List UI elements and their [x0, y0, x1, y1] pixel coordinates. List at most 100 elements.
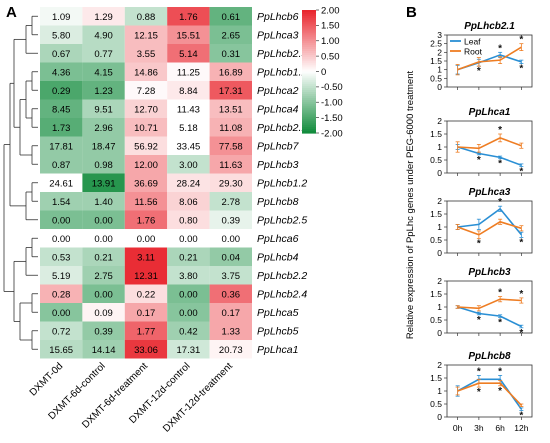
- heatmap-cell: [167, 136, 210, 155]
- y-tick-label: 0: [437, 412, 442, 422]
- color-scale-tick-label: -1.00: [321, 98, 343, 109]
- color-scale-step: [302, 85, 316, 89]
- heatmap-cell-value: 77.58: [219, 141, 243, 152]
- heatmap-cell-value: 0.39: [94, 326, 113, 337]
- heatmap-cell-value: 17.31: [177, 345, 201, 356]
- heatmap-cell: [124, 173, 168, 192]
- heatmap-gene-label: PpLhcb6: [257, 11, 299, 23]
- color-scale-step: [302, 87, 316, 91]
- panel-a-letter: A: [6, 4, 17, 21]
- x-tick-label: 3h: [474, 423, 484, 433]
- heatmap-cell-value: 0.39: [222, 215, 241, 226]
- color-scale: 2.00 1.50 1.00 0.50 0 -0.50 -1.00 -1.50 -2.00: [302, 5, 343, 139]
- heatmap-cell-value: 0.67: [52, 49, 71, 60]
- y-tick-label: 2: [437, 47, 442, 57]
- color-scale-step: [302, 38, 316, 42]
- heatmap-cell-value: 29.30: [219, 178, 243, 189]
- heatmap-cell-value: 0.00: [94, 289, 113, 300]
- color-scale-step: [302, 55, 316, 58]
- significance-mark: *: [477, 66, 481, 77]
- heatmap-gene-label: PpLhca1: [257, 344, 298, 356]
- heatmap-cell-value: 11.25: [177, 67, 200, 78]
- heatmap-cell: [209, 25, 252, 44]
- y-tick-label: 1.5: [430, 209, 442, 219]
- line-charts-panel: PpLhcb2.100.511.522.53****PpLhca100.511.…: [405, 21, 533, 433]
- heatmap-cell-value: 3.75: [222, 271, 241, 282]
- heatmap-cell: [82, 136, 125, 155]
- heatmap-cell-value: 0.00: [179, 234, 198, 245]
- color-scale-step: [302, 28, 316, 32]
- line-chart: PpLhcb3 0 0.5 1 1.5 2 * * * * *: [430, 267, 533, 339]
- color-scale-step: [302, 116, 316, 120]
- heatmap-cell-value: 0.00: [94, 234, 113, 245]
- heatmap-cell: [82, 7, 125, 26]
- y-tick-label: 3: [437, 30, 442, 40]
- significance-mark: *: [498, 43, 502, 54]
- heatmap-cell: [209, 340, 252, 359]
- heatmap-cell-value: 4.36: [52, 67, 71, 78]
- color-scale-step: [302, 118, 316, 122]
- heatmap-cell: [40, 99, 83, 118]
- heatmap-cell: [40, 118, 83, 137]
- significance-mark: *: [477, 155, 481, 166]
- heatmap-cell-value: 13.51: [219, 104, 243, 115]
- heatmap-cell-value: 0.00: [94, 215, 113, 226]
- heatmap-cell: [124, 81, 168, 100]
- color-scale-step: [302, 12, 316, 15]
- color-scale-step: [302, 92, 316, 95]
- y-tick-label: 2.5: [430, 39, 442, 49]
- y-tick-label: 0: [437, 328, 442, 338]
- significance-mark: *: [519, 328, 523, 339]
- heatmap-cell-value: 1.77: [137, 326, 156, 337]
- color-scale-step: [302, 46, 316, 50]
- heatmap-cell-value: 0.00: [52, 308, 71, 319]
- color-scale-step: [302, 10, 316, 13]
- heatmap-cell: [40, 44, 83, 63]
- heatmap-cell-value: 7.28: [137, 86, 156, 97]
- heatmap-cell-value: 0.00: [52, 215, 71, 226]
- legend-label: Leaf: [464, 36, 481, 46]
- color-scale-step: [302, 114, 316, 118]
- heatmap-cell: [82, 340, 125, 359]
- heatmap-cell-value: 0.88: [137, 12, 156, 23]
- heatmap-cell-value: 11.43: [177, 104, 200, 115]
- heatmap-cell-value: 4.15: [94, 67, 113, 78]
- color-scale-step: [302, 40, 316, 44]
- heatmap-cell: [167, 266, 210, 285]
- heatmap-cell: [82, 155, 125, 174]
- color-scale-step: [302, 100, 316, 103]
- color-scale-step: [302, 96, 316, 99]
- heatmap-cell-value: 0.21: [179, 252, 198, 263]
- color-scale-step: [302, 51, 316, 54]
- heatmap-cell-value: 56.92: [134, 141, 158, 152]
- heatmap-cell: [167, 44, 210, 63]
- heatmap-cell: [40, 266, 83, 285]
- series-line-leaf: [457, 54, 522, 71]
- heatmap-cell: [167, 321, 210, 340]
- heatmap-cell: [209, 136, 252, 155]
- color-scale-step: [302, 34, 316, 38]
- heatmap-cell-value: 1.54: [52, 197, 71, 208]
- heatmap-cell: [82, 284, 125, 303]
- heatmap-cell-value: 1.76: [137, 215, 156, 226]
- color-scale-tick-label: 1.50: [321, 21, 340, 32]
- heatmap-cell: [167, 247, 210, 266]
- significance-mark: *: [519, 35, 523, 46]
- heatmap-cell-value: 28.24: [177, 178, 201, 189]
- heatmap-cell-value: 8.45: [52, 104, 71, 115]
- color-scale-step: [302, 106, 316, 109]
- significance-mark: *: [498, 288, 502, 299]
- y-tick-label: 1: [437, 65, 442, 75]
- heatmap-cell: [167, 81, 210, 100]
- color-scale-step: [302, 124, 316, 128]
- heatmap-cell: [124, 136, 168, 155]
- heatmap-cell-value: 5.18: [179, 123, 198, 134]
- heatmap-cell-value: 3.00: [179, 160, 198, 171]
- legend-label: Root: [464, 46, 483, 56]
- heatmap-cell-value: 1.76: [179, 12, 198, 23]
- color-scale-tick-label: -0.50: [321, 82, 343, 93]
- heatmap-cell: [40, 247, 83, 266]
- heatmap-cell-value: 10.71: [134, 123, 158, 134]
- color-scale-step: [302, 94, 316, 97]
- color-scale-step: [302, 61, 316, 64]
